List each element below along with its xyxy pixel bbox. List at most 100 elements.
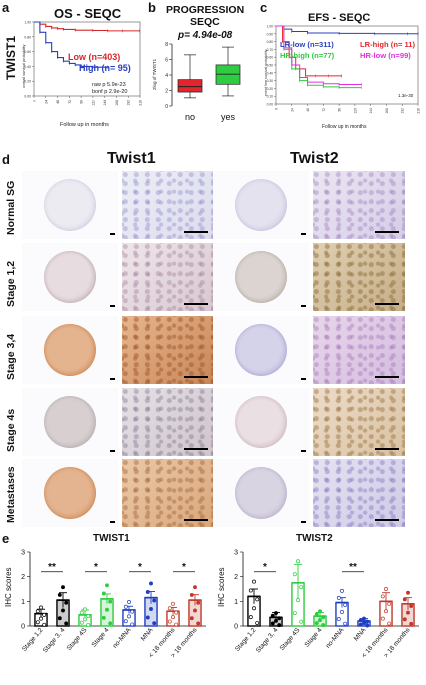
magnified-tissue-twist1-normal-sg	[122, 171, 214, 239]
x-tick-label: 216	[139, 100, 143, 106]
y-tick-label: 0	[165, 104, 168, 110]
data-point	[296, 598, 300, 603]
y-tick-label: 0.00	[267, 103, 274, 107]
data-point	[108, 599, 113, 604]
tma-core-twist2-stage-3-4	[213, 316, 309, 384]
significance-marker: *	[138, 562, 142, 573]
x-tick-label: MNA	[140, 626, 155, 642]
data-point	[189, 616, 194, 621]
y-tick-label: 0.20	[24, 80, 31, 84]
row-label-normal-sg: Normal SG	[5, 180, 17, 235]
data-point	[340, 609, 344, 614]
x-tick-label: Stage 4S	[279, 626, 302, 652]
data-point	[402, 617, 407, 622]
x-tick-label: 120	[91, 100, 95, 106]
survival-curve	[276, 25, 418, 35]
data-point	[343, 621, 348, 626]
magnified-tissue-twist2-normal-sg	[313, 171, 405, 239]
data-point	[79, 610, 84, 615]
legend-high: High (n= 95)	[79, 63, 131, 73]
data-point	[145, 615, 150, 620]
data-point	[61, 608, 65, 613]
data-point	[248, 615, 253, 620]
y-tick-label: 0.50	[267, 64, 274, 68]
y-tick-label: 8	[165, 42, 168, 48]
scale-bar	[375, 519, 399, 521]
y-tick-label: 2	[234, 574, 238, 581]
legend-hr-high: HR-high (n=77)	[280, 51, 335, 60]
data-point	[406, 610, 410, 615]
data-point	[101, 591, 106, 596]
x-tick-label: Stage 4	[91, 627, 111, 649]
y-tick-label: 0.10	[267, 95, 274, 99]
panel-c-chart: 0.00 0.10 0.20 0.30 0.40 0.50 0.60 0.70 0.80 0.90…	[264, 25, 421, 131]
significance-marker: **	[349, 562, 357, 573]
data-point	[274, 611, 278, 616]
panel-b-pvalue: p= 4.94e-08	[178, 30, 233, 41]
magnified-tissue-twist2-metastases	[313, 459, 405, 527]
x-axis-label: Follow up in months	[60, 122, 109, 128]
row-label-stage-1-2: Stage 1,2	[5, 260, 17, 307]
tma-core-twist1-stage-1-2	[22, 243, 118, 311]
data-point	[123, 604, 128, 609]
y-tick-label: 3	[234, 550, 238, 557]
survival-curve	[34, 21, 140, 32]
data-point	[108, 621, 113, 626]
x-tick-label: 192	[127, 100, 131, 106]
data-point	[152, 621, 157, 626]
column-title-twist2: Twist2	[290, 150, 339, 167]
legend-lr-high: LR-high (n= 11)	[360, 40, 416, 49]
scale-bar	[301, 378, 306, 380]
data-point	[167, 606, 172, 611]
data-point	[292, 572, 297, 577]
data-point	[105, 583, 109, 588]
data-point	[270, 613, 275, 618]
scale-bar	[301, 450, 306, 452]
tissue-core	[44, 251, 96, 303]
x-axis-label: Follow up in months	[322, 124, 367, 130]
data-point	[387, 621, 392, 626]
data-point	[35, 620, 40, 625]
data-point	[365, 623, 370, 628]
column-title-twist1: Twist1	[107, 150, 156, 167]
y-tick-label: 0	[21, 624, 25, 631]
x-tick-label: 72	[68, 100, 72, 104]
scale-bar	[301, 305, 306, 307]
data-point	[255, 597, 260, 602]
data-point	[193, 585, 197, 590]
data-point	[336, 595, 341, 600]
magnified-tissue-twist2-stage-1-2	[313, 243, 405, 311]
data-point	[127, 614, 131, 619]
data-point	[321, 623, 326, 627]
y-tick-label: 0.70	[267, 48, 274, 52]
data-point	[83, 607, 87, 612]
x-tick-label: Stage 4	[304, 627, 324, 649]
x-tick-label: MNA	[353, 626, 368, 642]
panel-e-title-twist2: TWIST2	[296, 533, 333, 544]
panel-b-title-2: SEQC	[190, 16, 220, 28]
data-point	[314, 621, 319, 625]
data-point	[174, 622, 179, 627]
significance-marker: *	[94, 562, 98, 573]
tma-core-twist1-metastases	[22, 459, 118, 527]
category-label: yes	[221, 112, 236, 122]
x-tick-label: 0	[33, 100, 37, 102]
raw-p-value: raw p 5.9e-23	[92, 82, 126, 88]
x-tick-label: 48	[56, 100, 60, 104]
panel-letter-c: c	[260, 0, 268, 15]
data-point	[402, 597, 407, 602]
x-tick-label: Stage 4S	[66, 626, 89, 652]
y-tick-label: 2	[21, 574, 25, 581]
panel-a-chart: 0.00 0.20 0.40 0.60 0.80 1.00 0 24 48 72 96 120 144 1…	[22, 21, 143, 129]
tissue-core	[235, 467, 287, 519]
row-label-stage-4s: Stage 4s	[5, 408, 17, 452]
y-tick-label: 0.80	[267, 40, 274, 44]
data-point	[343, 602, 348, 607]
data-point	[274, 618, 278, 623]
scale-bar	[301, 233, 306, 235]
data-point	[384, 609, 388, 614]
p-value: 1.3e-30	[398, 93, 414, 98]
row-label-stage-3-4: Stage 3,4	[5, 333, 17, 380]
